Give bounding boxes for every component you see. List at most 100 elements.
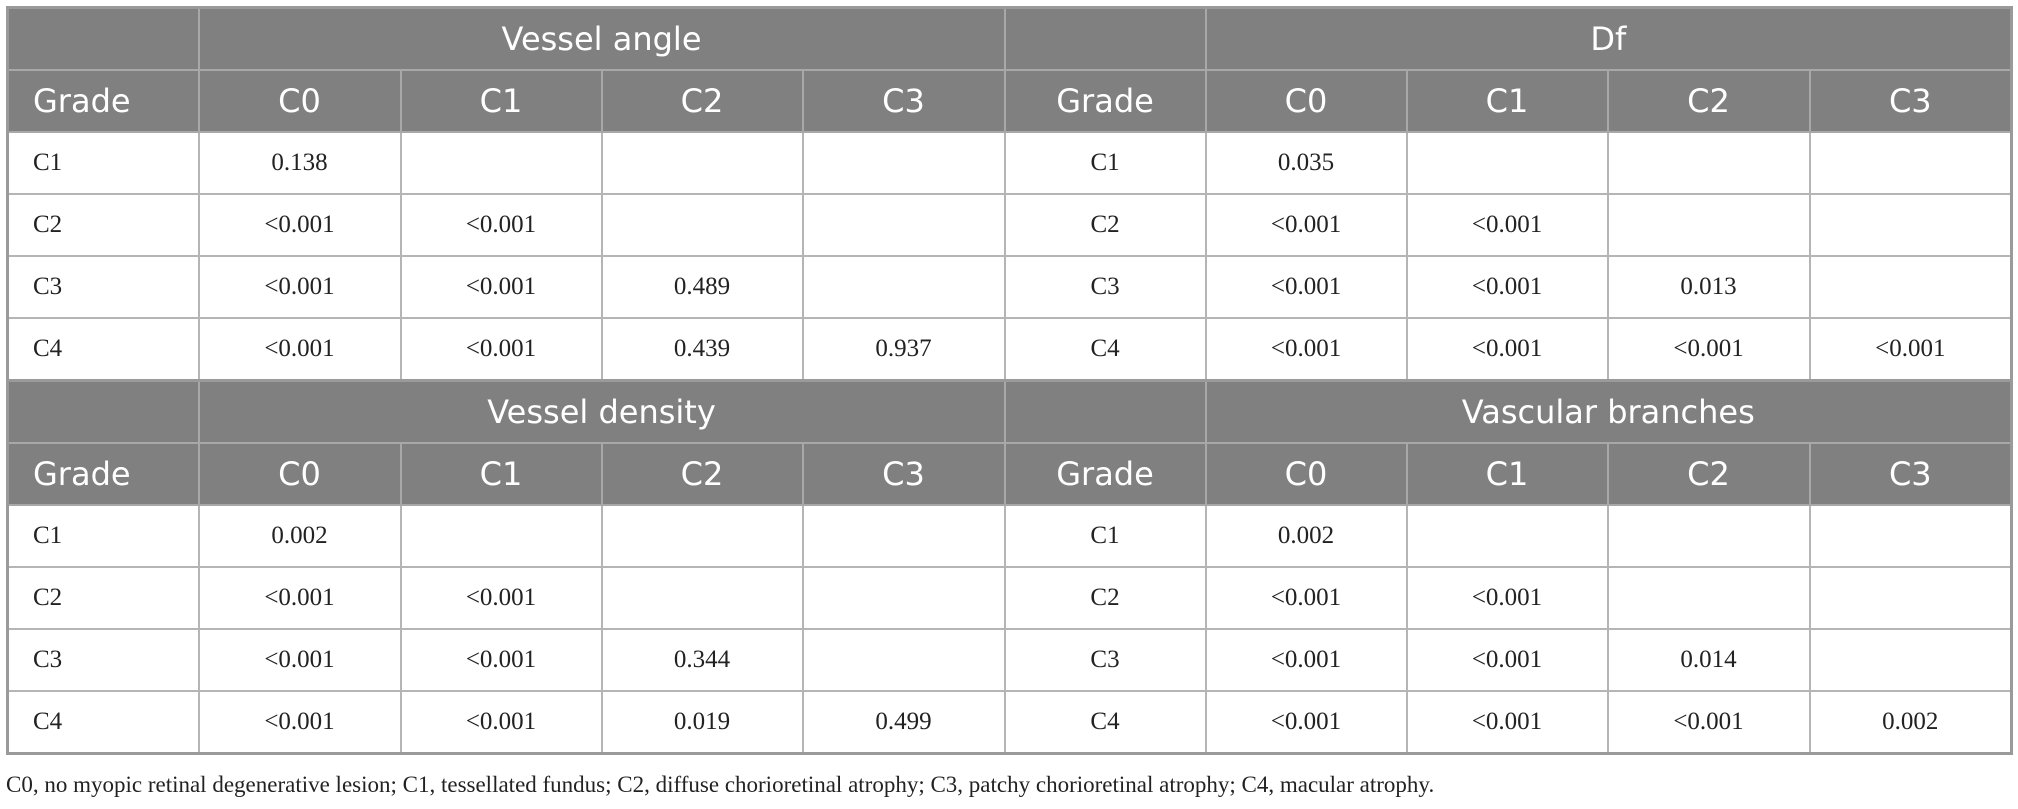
cell: <0.001 (1204, 566, 1408, 630)
cell: <0.001 (1405, 628, 1609, 692)
column-header: C3 (801, 69, 1006, 133)
cell: C1 (6, 504, 200, 568)
empty-cell (1606, 193, 1811, 257)
column-header: C2 (1606, 69, 1811, 133)
cell: <0.001 (1808, 317, 2013, 382)
data-row: C4 <0.001 <0.001 0.439 0.937 C4 <0.001 <0.001 <0… (6, 317, 2013, 382)
data-row: C3 <0.001 <0.001 0.344 C3 <0.001 <0.001 0.014 (6, 628, 2013, 692)
column-header: C3 (1808, 69, 2013, 133)
empty-cell (801, 131, 1006, 195)
cell: <0.001 (1606, 317, 1811, 382)
cell: <0.001 (399, 628, 603, 692)
cell: <0.001 (1405, 566, 1609, 630)
column-header: C1 (1405, 69, 1609, 133)
cell: <0.001 (1204, 690, 1408, 755)
column-header: C2 (600, 442, 804, 506)
table-block: Vessel angle Df Grade C0 C1 C2 C3 Grade C0 C1 C2 C3… (6, 6, 2014, 382)
cell: C1 (1003, 131, 1207, 195)
column-header: Grade (1003, 69, 1207, 133)
cell: <0.001 (1204, 317, 1408, 382)
group-title: Vessel angle (197, 6, 1006, 71)
cell: <0.001 (399, 193, 603, 257)
empty-cell (399, 131, 603, 195)
cell: C1 (6, 131, 200, 195)
cell: C4 (6, 317, 200, 382)
cell: C1 (1003, 504, 1207, 568)
column-header: C3 (801, 442, 1006, 506)
cell: C2 (1003, 193, 1207, 257)
cell: <0.001 (197, 566, 402, 630)
empty-cell (1808, 504, 2013, 568)
column-header: C1 (399, 69, 603, 133)
empty-cell (801, 255, 1006, 319)
cell: <0.001 (1204, 628, 1408, 692)
cell: C2 (1003, 566, 1207, 630)
cell: C4 (1003, 317, 1207, 382)
empty-cell (600, 504, 804, 568)
empty-cell (600, 131, 804, 195)
cell: <0.001 (1405, 255, 1609, 319)
title-row: Vessel density Vascular branches (6, 379, 2013, 444)
cell: 0.014 (1606, 628, 1811, 692)
cell: <0.001 (197, 317, 402, 382)
table-block: Vessel density Vascular branches Grade C0 C1… (6, 379, 2014, 755)
empty-cell (1808, 131, 2013, 195)
empty-cell (1405, 504, 1609, 568)
tables: Vessel angle Df Grade C0 C1 C2 C3 Grade C0 C1 C2 C3… (6, 6, 2014, 755)
column-header: C1 (1405, 442, 1609, 506)
cell: C4 (6, 690, 200, 755)
column-header: C0 (197, 442, 402, 506)
cell: 0.489 (600, 255, 804, 319)
cell: C3 (6, 628, 200, 692)
empty-cell (1808, 566, 2013, 630)
footnote: C0, no myopic retinal degenerative lesio… (6, 772, 1435, 797)
cell: <0.001 (197, 255, 402, 319)
cell: 0.439 (600, 317, 804, 382)
empty-cell (600, 566, 804, 630)
column-header: C2 (600, 69, 804, 133)
empty-cell (600, 193, 804, 257)
cell: <0.001 (399, 566, 603, 630)
cell: 0.035 (1204, 131, 1408, 195)
empty-cell (801, 628, 1006, 692)
cell: <0.001 (1204, 193, 1408, 257)
empty-cell (1606, 504, 1811, 568)
data-row: C1 0.138 C1 0.035 (6, 131, 2013, 195)
cell: <0.001 (197, 193, 402, 257)
empty-cell (1808, 255, 2013, 319)
cell: <0.001 (197, 628, 402, 692)
cell: <0.001 (1204, 255, 1408, 319)
cell: 0.013 (1606, 255, 1811, 319)
column-header: C1 (399, 442, 603, 506)
cell: <0.001 (1405, 193, 1609, 257)
empty-cell (801, 566, 1006, 630)
empty-header-cell (1003, 379, 1207, 444)
column-header: C0 (1204, 442, 1408, 506)
column-header: C2 (1606, 442, 1811, 506)
cell: 0.002 (1204, 504, 1408, 568)
cell: C4 (1003, 690, 1207, 755)
group-title: Vascular branches (1204, 379, 2013, 444)
cell: <0.001 (399, 317, 603, 382)
header-row: Grade C0 C1 C2 C3 Grade C0 C1 C2 C3 (6, 442, 2013, 506)
empty-header-cell (6, 379, 200, 444)
header-row: Grade C0 C1 C2 C3 Grade C0 C1 C2 C3 (6, 69, 2013, 133)
empty-cell (1808, 628, 2013, 692)
column-header: C0 (197, 69, 402, 133)
cell: 0.499 (801, 690, 1006, 755)
empty-cell (801, 504, 1006, 568)
empty-header-cell (6, 6, 200, 71)
cell: C3 (6, 255, 200, 319)
data-row: C3 <0.001 <0.001 0.489 C3 <0.001 <0.001 0.013 (6, 255, 2013, 319)
cell: 0.002 (1808, 690, 2013, 755)
cell: <0.001 (197, 690, 402, 755)
title-row: Vessel angle Df (6, 6, 2013, 71)
data-row: C1 0.002 C1 0.002 (6, 504, 2013, 568)
column-header: Grade (6, 442, 200, 506)
empty-cell (801, 193, 1006, 257)
cell: 0.138 (197, 131, 402, 195)
cell: C2 (6, 566, 200, 630)
empty-cell (1606, 131, 1811, 195)
empty-cell (1808, 193, 2013, 257)
